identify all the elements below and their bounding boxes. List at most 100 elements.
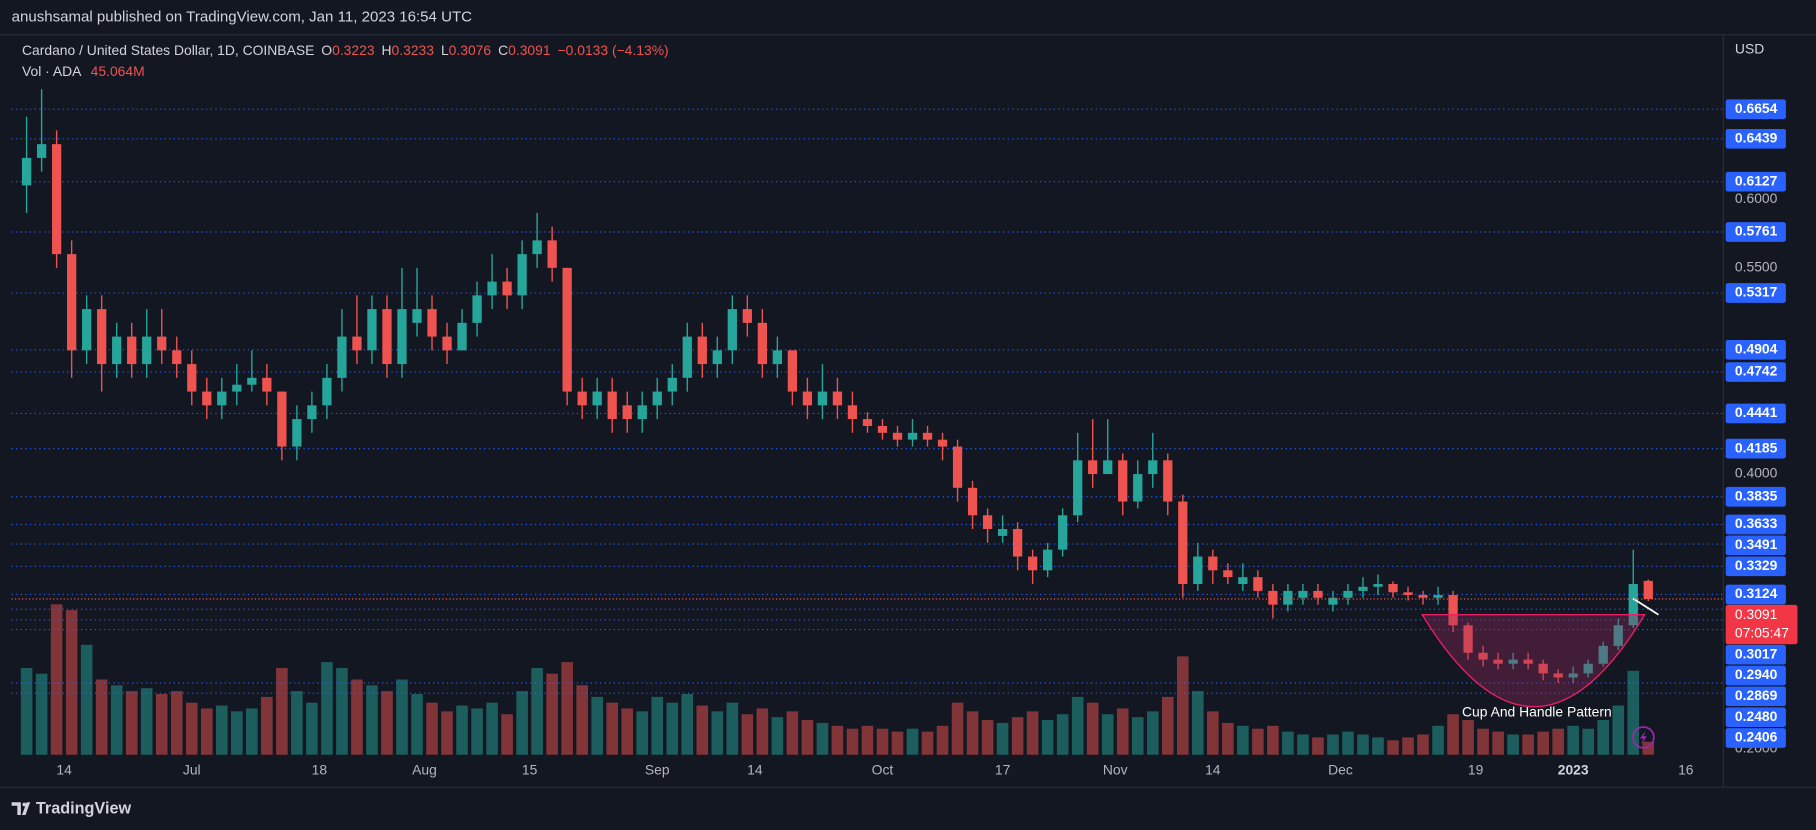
level-label-box	[1725, 665, 1786, 686]
candle-body	[727, 309, 737, 351]
candle-body	[1298, 590, 1308, 598]
x-tick-label: Nov	[1103, 762, 1128, 778]
volume-bar	[1086, 702, 1099, 755]
volume-bar	[1267, 725, 1279, 755]
volume-bar	[1312, 737, 1324, 755]
candle-body	[21, 157, 32, 186]
volume-bar	[456, 705, 468, 755]
candle-body	[922, 432, 933, 440]
candle-body	[847, 405, 858, 420]
volume-bar	[80, 644, 93, 755]
candle-body	[982, 515, 993, 530]
candle-body	[187, 364, 197, 392]
volume-bar	[1056, 714, 1069, 755]
candle-body	[1103, 460, 1113, 475]
volume-bar	[1507, 734, 1519, 755]
plot	[11, 89, 1724, 755]
candle-body	[1268, 590, 1278, 605]
candle-body	[682, 336, 692, 378]
volume-value: 45.064M	[91, 62, 145, 78]
volume-bar	[1071, 696, 1084, 755]
volume-bar	[741, 714, 754, 755]
candle-body	[382, 309, 392, 365]
symbol: Cardano / United States Dollar, 1D, COIN…	[22, 42, 314, 58]
volume-bar	[441, 711, 453, 755]
y-tick-label: 0.6000	[1735, 190, 1778, 206]
candle-body	[517, 254, 527, 296]
volume-bar	[1492, 731, 1504, 755]
candle-body	[51, 144, 62, 255]
candle-body	[607, 391, 617, 420]
volume-bar	[1537, 731, 1549, 755]
x-tick-label: 19	[1468, 762, 1484, 778]
volume-bar	[516, 691, 528, 755]
candle-body	[1628, 584, 1638, 626]
candle-body	[1043, 549, 1053, 571]
candle-body	[36, 144, 47, 158]
volume-bar	[576, 685, 588, 755]
candle-body	[1358, 586, 1368, 591]
candle-body	[1328, 597, 1338, 605]
volume-bar	[756, 708, 769, 755]
level-label-box	[1725, 171, 1786, 192]
candle-body	[757, 322, 767, 365]
volume-bar	[486, 702, 498, 755]
level-label: 0.6127	[1735, 172, 1778, 188]
volume-bar	[1101, 714, 1114, 755]
candle-body	[967, 487, 978, 516]
volume-bar	[561, 662, 573, 755]
volume-bar	[1282, 731, 1294, 755]
candle-body	[247, 377, 257, 385]
x-tick-label: 14	[1205, 762, 1221, 778]
volume-bar	[891, 731, 904, 755]
high-label: H	[382, 42, 392, 58]
volume-bar	[1582, 728, 1594, 755]
candle-body	[472, 295, 482, 323]
high-value: 0.3233	[392, 42, 435, 58]
level-label-box	[1725, 128, 1786, 149]
candle-body	[172, 350, 182, 365]
volume-bar	[1131, 717, 1144, 755]
candle-body	[1433, 595, 1443, 598]
volume-bar	[1417, 734, 1429, 755]
level-label: 0.3633	[1735, 515, 1778, 531]
volume-bar	[1357, 734, 1369, 755]
candle-body	[112, 336, 122, 365]
volume-bar	[351, 679, 363, 755]
candle-body	[427, 309, 437, 337]
volume-bar	[1297, 734, 1309, 755]
level-label-box	[1725, 339, 1786, 360]
candle-body	[1238, 577, 1248, 585]
candle-body	[1403, 592, 1413, 596]
candle-body	[1463, 625, 1473, 653]
candle-body	[1163, 460, 1173, 502]
low-label: L	[441, 42, 449, 58]
candle-body	[292, 419, 302, 447]
volume-bar	[1207, 711, 1219, 755]
volume-bar	[1116, 708, 1129, 755]
volume-bar	[1176, 656, 1189, 755]
volume-bar	[876, 728, 889, 755]
level-label-box	[1725, 686, 1786, 707]
currency: USD	[1735, 40, 1764, 56]
volume-bar	[1432, 725, 1444, 755]
candle-body	[217, 391, 227, 406]
logo-dot	[22, 802, 27, 807]
candle-body	[877, 425, 888, 433]
candle-body	[817, 391, 828, 406]
volume-bar	[1567, 725, 1579, 755]
volume-bar	[95, 679, 108, 755]
level-label: 0.3835	[1735, 487, 1778, 503]
change: −0.0133 (−4.13%)	[558, 42, 669, 58]
cup-pattern	[1420, 613, 1646, 708]
volume-bar	[155, 693, 168, 755]
level-label: 0.4441	[1735, 404, 1778, 420]
volume-bar	[1237, 725, 1249, 755]
published-note: anushsamal published on TradingView.com,…	[12, 8, 473, 25]
candle-body	[1448, 595, 1458, 626]
volume-bar	[666, 702, 679, 755]
volume-bar	[35, 673, 48, 755]
volume-bar	[1041, 720, 1054, 755]
candle-body	[622, 405, 632, 420]
